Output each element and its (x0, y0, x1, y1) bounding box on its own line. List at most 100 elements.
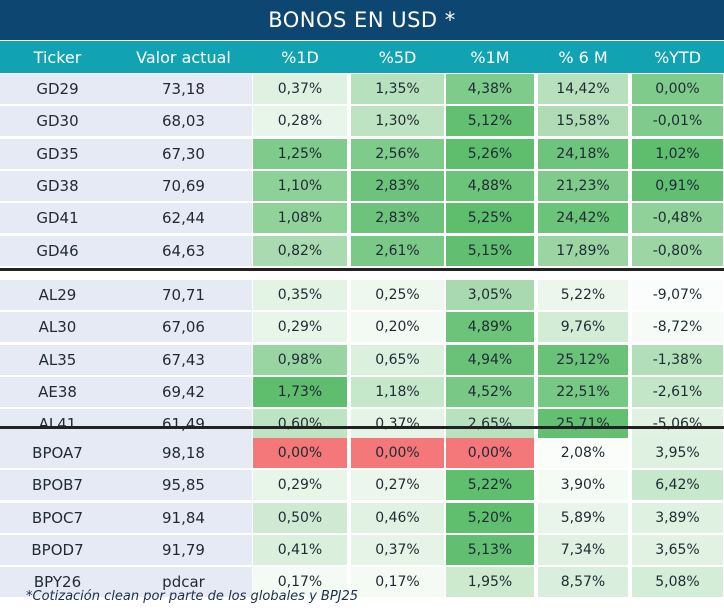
cell-ticker: AL35 (0, 344, 115, 375)
cell-1d: 0,82% (253, 235, 347, 266)
table-row: BPOC7 91,84 0,50% 0,46% 5,20% 5,89% 3,89% (0, 502, 724, 534)
cell-1m: 5,26% (446, 138, 534, 169)
cell-ytd: -5,06% (632, 409, 723, 440)
cell-ytd: -8,72% (632, 312, 723, 343)
cell-ytd: 0,00% (632, 74, 723, 104)
cell-6m: 5,89% (538, 502, 628, 533)
cell-1m: 4,52% (446, 376, 534, 407)
table-row: AL35 67,43 0,98% 0,65% 4,94% 25,12% -1,38% (0, 344, 724, 376)
cell-5d: 2,83% (351, 203, 444, 234)
table-row: AL41 61,49 0,60% 0,37% 2,65% 25,71% -5,06% (0, 408, 724, 440)
cell-5d: 0,25% (351, 280, 444, 310)
cell-ticker: AL41 (0, 409, 115, 440)
cell-5d: 0,20% (351, 312, 444, 343)
cell-1d: 0,28% (253, 106, 347, 137)
table-row: AE38 69,42 1,73% 1,18% 4,52% 22,51% -2,61% (0, 376, 724, 408)
cell-ticker: BPOA7 (0, 438, 115, 468)
cell-6m: 2,08% (538, 438, 628, 468)
cell-6m: 24,42% (538, 203, 628, 234)
cell-6m: 3,90% (538, 470, 628, 501)
cell-6m: 9,76% (538, 312, 628, 343)
cell-1d: 0,00% (253, 438, 347, 468)
header-ytd: %YTD (653, 47, 702, 67)
cell-5d: 0,37% (351, 534, 444, 565)
table-row: BPOB7 95,85 0,29% 0,27% 5,22% 3,90% 6,42% (0, 469, 724, 501)
cell-1d: 0,98% (253, 344, 347, 375)
group-separator (0, 268, 724, 271)
cell-1d: 0,50% (253, 502, 347, 533)
cell-5d: 1,35% (351, 74, 444, 104)
cell-1m: 2,65% (446, 409, 534, 440)
cell-valor-actual: 73,18 (115, 74, 252, 104)
cell-ytd: 3,89% (632, 502, 723, 533)
cell-valor-actual: 70,69 (115, 170, 252, 201)
cell-6m: 8,57% (538, 567, 628, 598)
cell-valor-actual: 67,30 (115, 138, 252, 169)
cell-valor-actual: 64,63 (115, 235, 252, 266)
cell-1m: 4,94% (446, 344, 534, 375)
table-row: GD30 68,03 0,28% 1,30% 5,12% 15,58% -0,01% (0, 105, 724, 137)
cell-1d: 1,25% (253, 138, 347, 169)
cell-6m: 5,22% (538, 280, 628, 310)
cell-6m: 7,34% (538, 534, 628, 565)
cell-ytd: -0,80% (632, 235, 723, 266)
cell-ytd: -9,07% (632, 280, 723, 310)
cell-1m: 5,12% (446, 106, 534, 137)
cell-ytd: -2,61% (632, 376, 723, 407)
cell-1m: 5,13% (446, 534, 534, 565)
cell-5d: 0,37% (351, 409, 444, 440)
cell-5d: 2,83% (351, 170, 444, 201)
table-row: GD29 73,18 0,37% 1,35% 4,38% 14,42% 0,00% (0, 73, 724, 105)
header-valor-actual: Valor actual (136, 47, 231, 67)
cell-valor-actual: 67,43 (115, 344, 252, 375)
cell-ticker: AL30 (0, 312, 115, 343)
header-ticker: Ticker (33, 47, 82, 67)
cell-1m: 1,95% (446, 567, 534, 598)
cell-ticker: GD41 (0, 203, 115, 234)
header-row: Ticker Valor actual %1D %5D %1M % 6 M %YTD (0, 41, 724, 73)
table-row: AL29 70,71 0,35% 0,25% 3,05% 5,22% -9,07% (0, 279, 724, 311)
cell-1d: 1,73% (253, 376, 347, 407)
cell-valor-actual: 98,18 (115, 438, 252, 468)
table-title: BONOS EN USD * (0, 0, 724, 40)
header-1d: %1D (281, 47, 319, 67)
cell-ytd: 3,95% (632, 438, 723, 468)
cell-1m: 4,89% (446, 312, 534, 343)
cell-6m: 22,51% (538, 376, 628, 407)
table-row: BPOA7 98,18 0,00% 0,00% 0,00% 2,08% 3,95% (0, 437, 724, 469)
table-row: GD46 64,63 0,82% 2,61% 5,15% 17,89% -0,80% (0, 235, 724, 267)
cell-5d: 1,18% (351, 376, 444, 407)
table-row: GD35 67,30 1,25% 2,56% 5,26% 24,18% 1,02% (0, 138, 724, 170)
table-row: BPY26 pdcar 0,17% 0,17% 1,95% 8,57% 5,08% (0, 566, 724, 598)
cell-6m: 25,12% (538, 344, 628, 375)
cell-valor-actual: 70,71 (115, 280, 252, 310)
cell-5d: 0,46% (351, 502, 444, 533)
header-1m: %1M (470, 47, 510, 67)
cell-1d: 1,08% (253, 203, 347, 234)
cell-1m: 0,00% (446, 438, 534, 468)
cell-5d: 0,00% (351, 438, 444, 468)
cell-ticker: GD35 (0, 138, 115, 169)
cell-ticker: AE38 (0, 376, 115, 407)
cell-valor-actual: pdcar (115, 567, 252, 598)
cell-1m: 4,88% (446, 170, 534, 201)
cell-valor-actual: 91,84 (115, 502, 252, 533)
cell-1m: 3,05% (446, 280, 534, 310)
cell-5d: 0,65% (351, 344, 444, 375)
cell-ytd: 6,42% (632, 470, 723, 501)
cell-1d: 0,60% (253, 409, 347, 440)
cell-ticker: AL29 (0, 280, 115, 310)
cell-6m: 14,42% (538, 74, 628, 104)
cell-5d: 2,56% (351, 138, 444, 169)
cell-ticker: GD38 (0, 170, 115, 201)
cell-valor-actual: 68,03 (115, 106, 252, 137)
cell-valor-actual: 69,42 (115, 376, 252, 407)
cell-5d: 1,30% (351, 106, 444, 137)
cell-ytd: 3,65% (632, 534, 723, 565)
cell-ticker: BPOD7 (0, 534, 115, 565)
cell-5d: 0,27% (351, 470, 444, 501)
cell-ytd: 1,02% (632, 138, 723, 169)
cell-6m: 25,71% (538, 409, 628, 440)
cell-1d: 0,17% (253, 567, 347, 598)
table-row: BPOD7 91,79 0,41% 0,37% 5,13% 7,34% 3,65% (0, 534, 724, 566)
